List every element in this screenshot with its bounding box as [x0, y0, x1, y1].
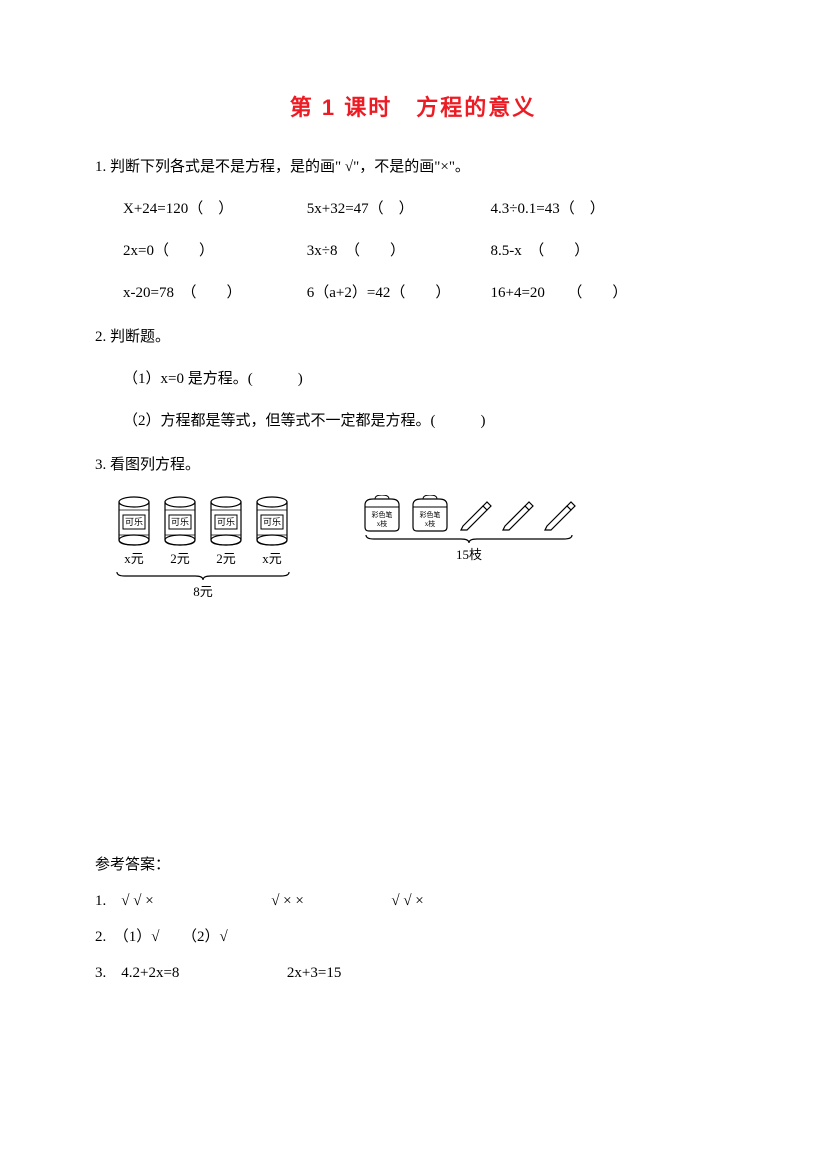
diagram-cans: 可乐 可乐 可乐: [115, 495, 291, 603]
q1-r2-c2: 3x÷8 （ ）: [307, 239, 487, 263]
svg-text:可乐: 可乐: [125, 516, 143, 527]
a1-part-3: √ √ ×: [391, 893, 423, 909]
question-2: 2. 判断题。 （1）x=0 是方程。( ) （2）方程都是等式，但等式不一定都…: [95, 325, 731, 433]
svg-text:x枝: x枝: [425, 519, 436, 528]
can-icon: 可乐: [207, 495, 245, 547]
svg-text:可乐: 可乐: [217, 516, 235, 527]
a1-part-2: √ × ×: [271, 893, 304, 909]
svg-text:可乐: 可乐: [171, 516, 189, 527]
svg-text:可乐: 可乐: [263, 516, 281, 527]
svg-text:彩色笔: 彩色笔: [420, 510, 441, 519]
price-label: x元: [115, 549, 153, 570]
can-icon: 可乐: [161, 495, 199, 547]
brace-icon: [115, 570, 291, 582]
q1-r1-c3: 4.3÷0.1=43（ ）: [491, 197, 671, 221]
q1-r3-c3: 16+4=20 （ ）: [491, 281, 671, 305]
diagram-pencils: 彩色笔 x枝 彩色笔 x枝: [361, 495, 577, 603]
q1-r3-c1: x-20=78 （ ）: [123, 281, 303, 305]
answer-2: 2. （1）√ （2）√: [95, 925, 731, 949]
total-label: 8元: [193, 582, 213, 603]
q3-prompt: 3. 看图列方程。: [95, 453, 731, 477]
svg-text:彩色笔: 彩色笔: [372, 510, 393, 519]
pen-icon: [457, 496, 493, 532]
question-1: 1. 判断下列各式是不是方程，是的画" √"，不是的画"×"。 X+24=120…: [95, 155, 731, 305]
q2-item-2: （2）方程都是等式，但等式不一定都是方程。( ): [95, 409, 731, 433]
total-label: 15枝: [456, 545, 482, 566]
pen-icon: [499, 496, 535, 532]
price-label: x元: [253, 549, 291, 570]
a1-part-1: 1. √ √ ×: [95, 893, 154, 909]
q1-row-1: X+24=120（ ） 5x+32=47（ ） 4.3÷0.1=43（ ）: [123, 197, 731, 221]
brace-icon: [364, 533, 574, 545]
question-3: 3. 看图列方程。 可乐 可乐: [95, 453, 731, 603]
q1-r1-c2: 5x+32=47（ ）: [307, 197, 487, 221]
pencil-box-icon: 彩色笔 x枝: [409, 495, 451, 533]
q1-row-3: x-20=78 （ ） 6（a+2）=42（ ） 16+4=20 （ ）: [123, 281, 731, 305]
can-icon: 可乐: [253, 495, 291, 547]
pen-icon: [541, 496, 577, 532]
q2-item-1: （1）x=0 是方程。( ): [95, 367, 731, 391]
answers-title: 参考答案：: [95, 853, 731, 877]
answers-section: 参考答案： 1. √ √ × √ × × √ √ × 2. （1）√ （2）√ …: [95, 853, 731, 985]
pencil-box-icon: 彩色笔 x枝: [361, 495, 403, 533]
svg-text:x枝: x枝: [377, 519, 388, 528]
a3-part-1: 3. 4.2+2x=8: [95, 965, 179, 981]
q1-r2-c1: 2x=0（ ）: [123, 239, 303, 263]
page-title: 第 1 课时 方程的意义: [95, 90, 731, 125]
answer-1: 1. √ √ × √ × × √ √ ×: [95, 889, 731, 913]
q1-r2-c3: 8.5-x （ ）: [491, 239, 671, 263]
q1-r3-c2: 6（a+2）=42（ ）: [307, 281, 487, 305]
q1-prompt: 1. 判断下列各式是不是方程，是的画" √"，不是的画"×"。: [95, 155, 731, 179]
answer-3: 3. 4.2+2x=8 2x+3=15: [95, 961, 731, 985]
q1-r1-c1: X+24=120（ ）: [123, 197, 303, 221]
price-label: 2元: [207, 549, 245, 570]
q1-row-2: 2x=0（ ） 3x÷8 （ ） 8.5-x （ ）: [123, 239, 731, 263]
price-label: 2元: [161, 549, 199, 570]
can-icon: 可乐: [115, 495, 153, 547]
q2-prompt: 2. 判断题。: [95, 325, 731, 349]
a3-part-2: 2x+3=15: [287, 965, 341, 981]
